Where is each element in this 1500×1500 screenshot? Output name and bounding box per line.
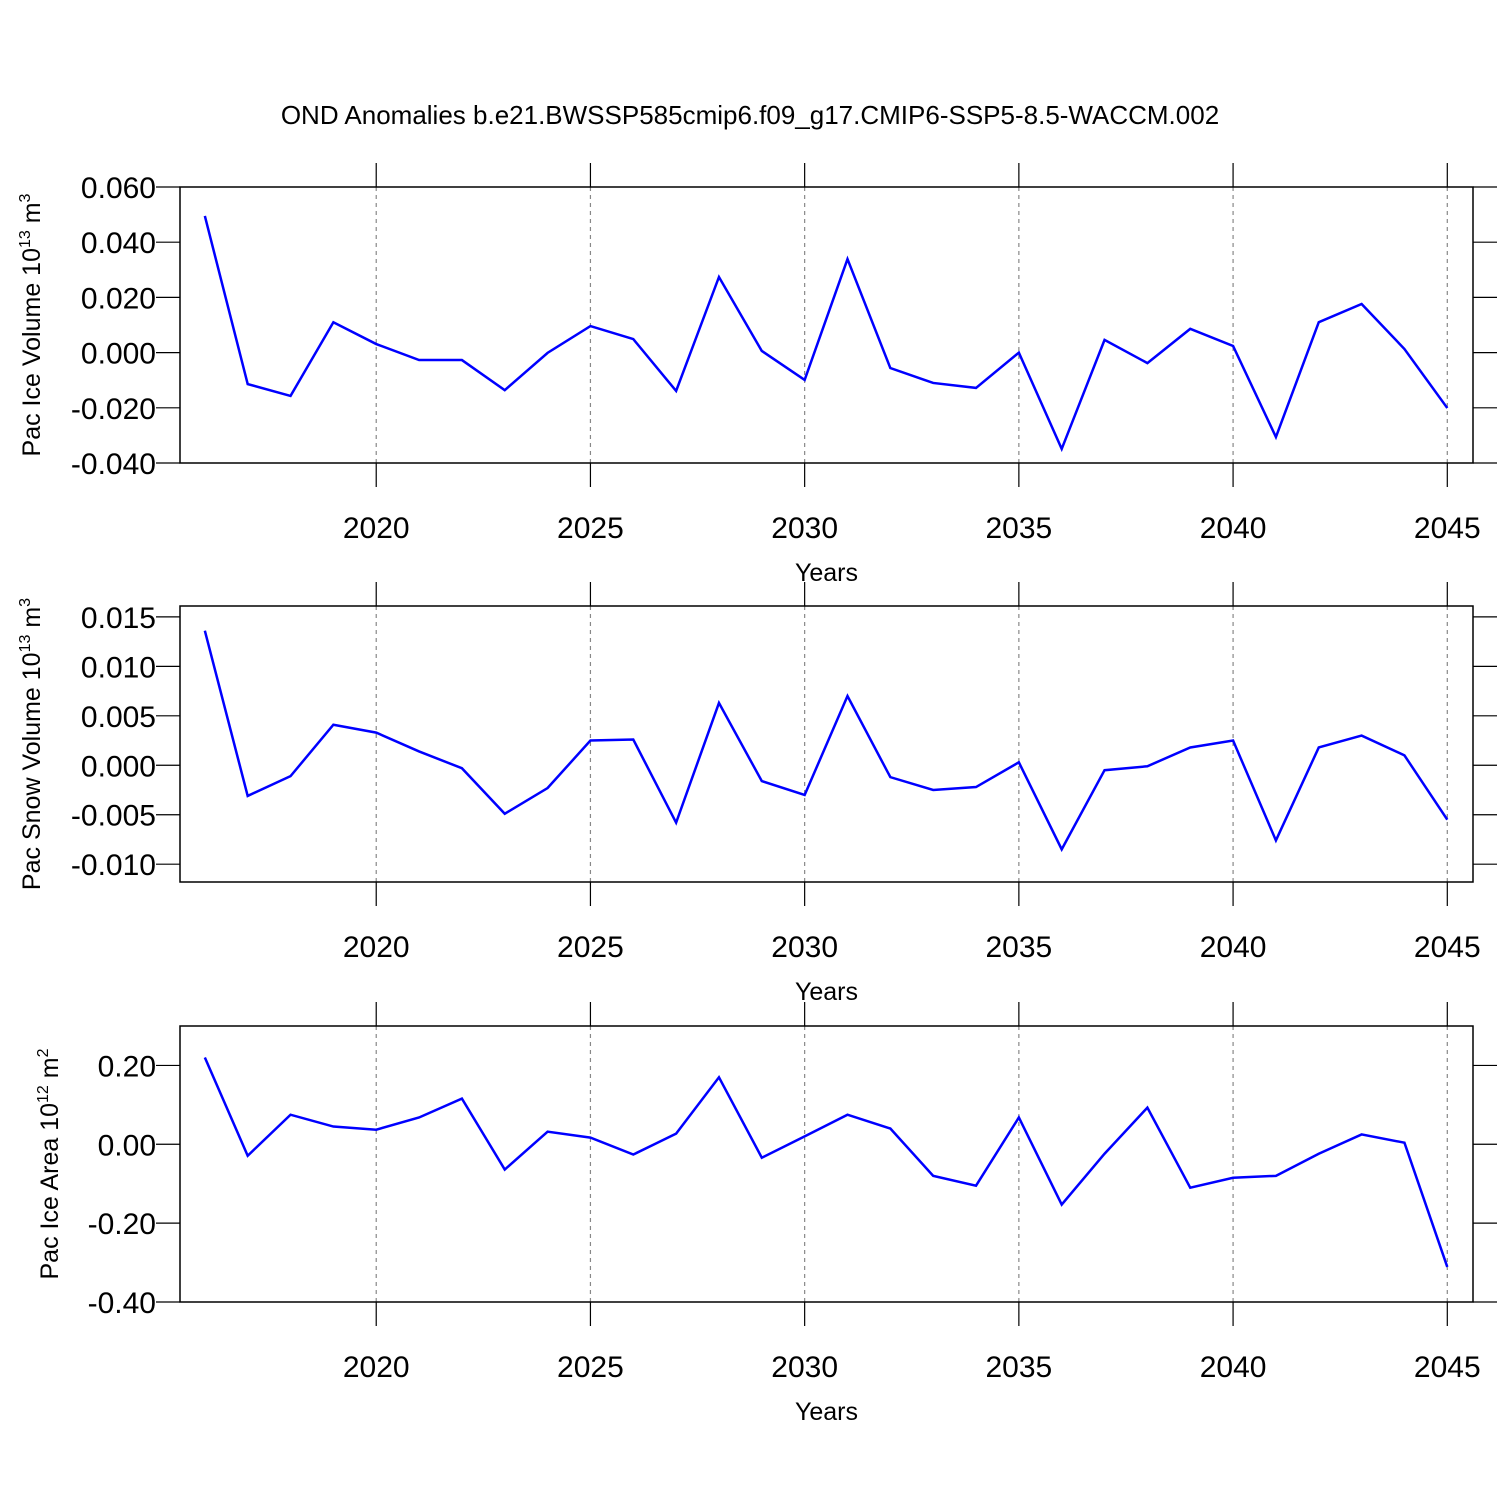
- y-tick-label: -0.040: [71, 448, 156, 481]
- x-tick-label: 2025: [557, 931, 624, 964]
- y-tick-label: 0.020: [81, 282, 156, 315]
- y-tick-label: -0.010: [71, 849, 156, 882]
- x-tick-label: 2045: [1414, 931, 1481, 964]
- plot-frame: [179, 186, 1474, 464]
- y-tick-label: -0.20: [88, 1208, 156, 1241]
- y-axis-title-superscript: 13: [17, 230, 34, 248]
- x-tick-label: 2020: [343, 931, 410, 964]
- plot-frame: [179, 605, 1474, 883]
- y-tick-label: 0.010: [81, 651, 156, 684]
- x-tick-label: 2040: [1200, 512, 1267, 545]
- y-tick-label: -0.40: [88, 1287, 156, 1320]
- x-tick-label: 2020: [343, 1351, 410, 1384]
- x-tick-label: 2030: [771, 512, 838, 545]
- y-axis-title-part: Pac Ice Volume 10: [18, 248, 46, 456]
- x-tick-label: 2040: [1200, 1351, 1267, 1384]
- plot-frame: [179, 1025, 1474, 1303]
- y-tick-label: 0.015: [81, 602, 156, 635]
- y-axis-title-part: m: [36, 1057, 64, 1085]
- x-axis-title: Years: [795, 1398, 858, 1426]
- x-tick-label: 2030: [771, 931, 838, 964]
- x-axis-title: Years: [795, 978, 858, 1006]
- data-line: [203, 215, 1449, 453]
- y-axis-title-superscript: 3: [17, 598, 34, 607]
- y-axis-title: Pac Ice Area 1012 m2: [35, 1048, 64, 1279]
- x-tick-label: 2025: [557, 1351, 624, 1384]
- y-axis-title-part: m: [18, 202, 46, 230]
- figure-title: OND Anomalies b.e21.BWSSP585cmip6.f09_g1…: [281, 100, 1219, 130]
- y-axis-title-superscript: 13: [17, 635, 34, 653]
- x-tick-label: 2030: [771, 1351, 838, 1384]
- y-tick-label: 0.005: [81, 701, 156, 734]
- x-tick-label: 2035: [985, 512, 1052, 545]
- y-axis-title-part: m: [18, 607, 46, 635]
- y-tick-label: 0.060: [81, 172, 156, 205]
- data-line: [203, 1057, 1449, 1268]
- x-tick-label: 2045: [1414, 512, 1481, 545]
- x-axis-title: Years: [795, 559, 858, 587]
- y-axis-title: Pac Snow Volume 1013 m3: [17, 598, 46, 890]
- y-tick-label: -0.020: [71, 393, 156, 426]
- x-tick-label: 2040: [1200, 931, 1267, 964]
- y-tick-label: 0.20: [98, 1050, 156, 1083]
- data-line: [203, 630, 1449, 853]
- y-axis-title-part: Pac Snow Volume 10: [18, 652, 46, 890]
- y-tick-label: 0.040: [81, 227, 156, 260]
- y-axis-title-superscript: 12: [35, 1085, 52, 1103]
- x-tick-label: 2045: [1414, 1351, 1481, 1384]
- y-tick-label: -0.005: [71, 800, 156, 833]
- y-tick-label: 0.000: [81, 750, 156, 783]
- x-tick-label: 2035: [985, 931, 1052, 964]
- y-axis-title-part: Pac Ice Area 10: [36, 1103, 64, 1280]
- x-tick-label: 2025: [557, 512, 624, 545]
- y-axis-title-superscript: 2: [35, 1048, 52, 1057]
- y-tick-label: 0.00: [98, 1129, 156, 1162]
- y-tick-label: 0.000: [81, 338, 156, 371]
- y-axis-title: Pac Ice Volume 1013 m3: [17, 193, 46, 456]
- x-tick-label: 2020: [343, 512, 410, 545]
- x-tick-label: 2035: [985, 1351, 1052, 1384]
- y-axis-title-superscript: 3: [17, 193, 34, 202]
